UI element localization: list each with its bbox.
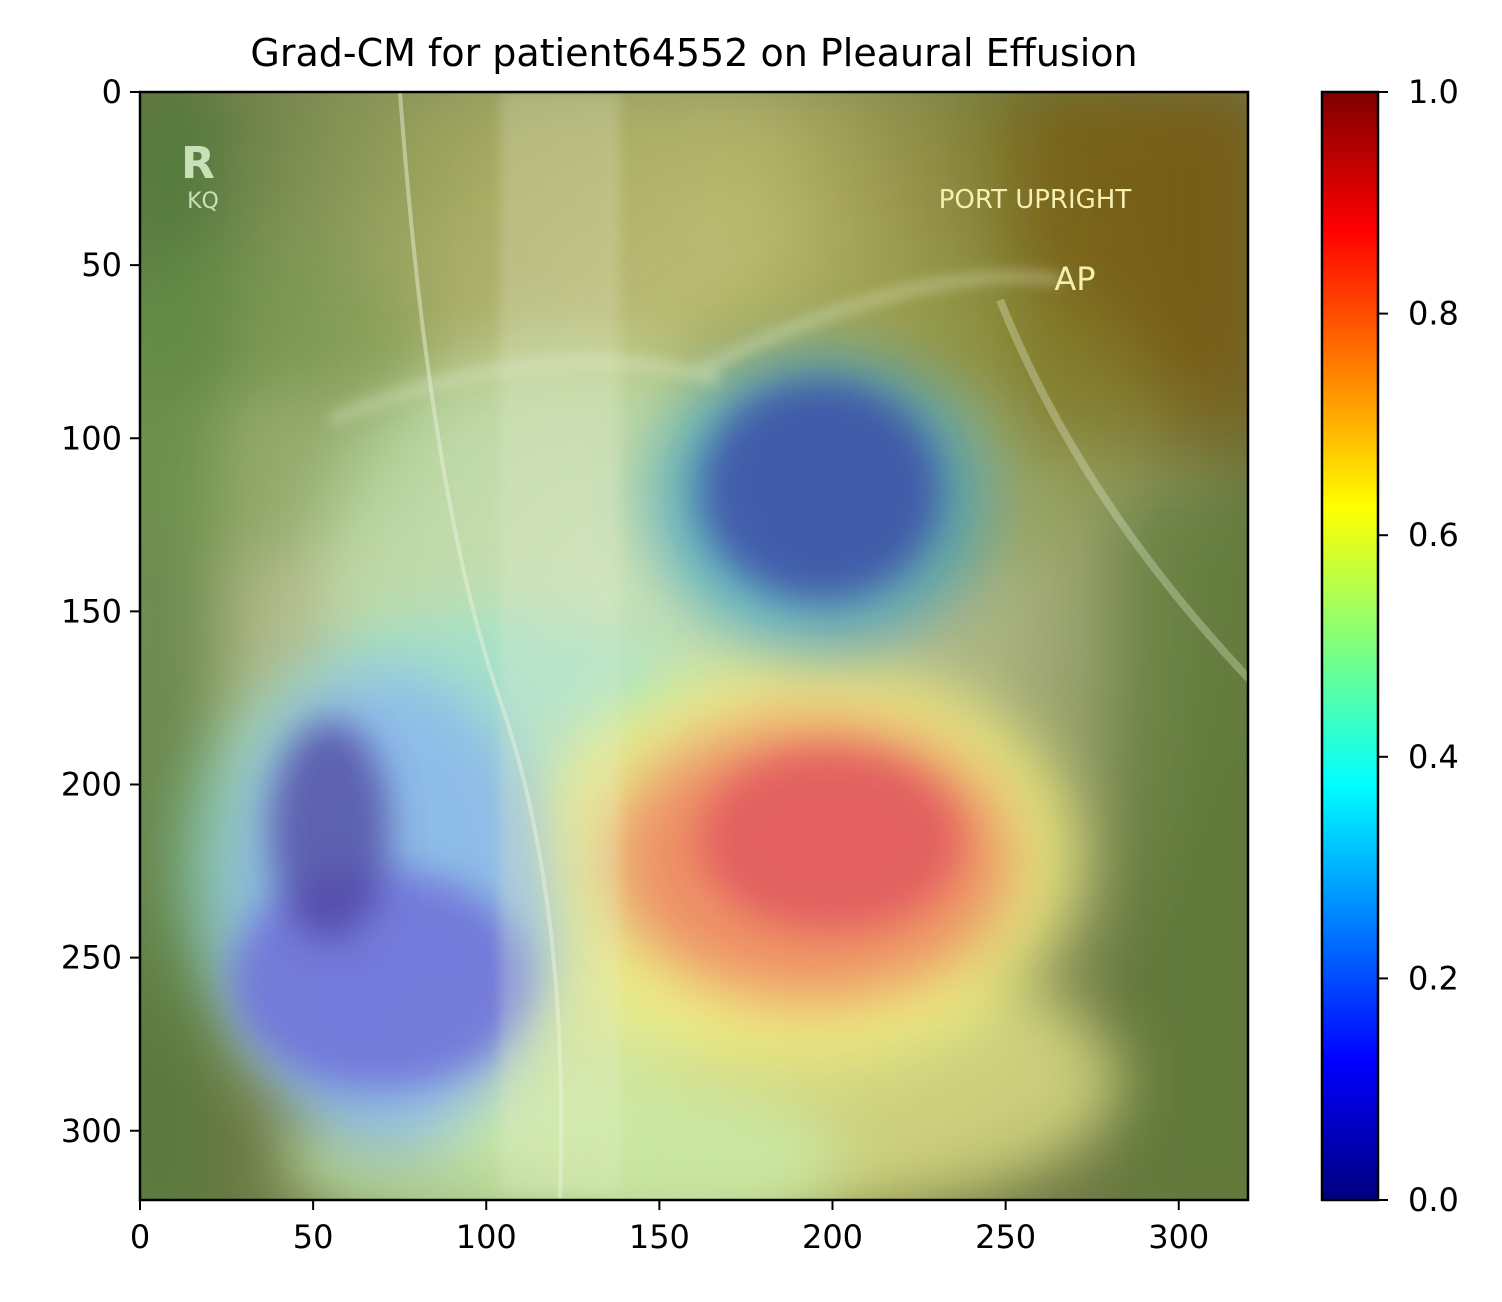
- colorbar-tick-label: 0.0: [1408, 1181, 1459, 1219]
- xray-heatmap-image: R KQ PORT UPRIGHT AP: [140, 92, 1248, 1200]
- y-tick-label: 250: [61, 939, 122, 977]
- chart-title: Grad-CM for patient64552 on Pleaural Eff…: [250, 31, 1137, 75]
- image-axes-frame: [138, 90, 1250, 1202]
- x-tick-label: 50: [293, 1218, 334, 1256]
- y-tick-label: 50: [81, 246, 122, 284]
- x-tick-label: 100: [456, 1218, 517, 1256]
- xray-view-label: AP: [1054, 260, 1095, 298]
- x-tick-label: 250: [975, 1218, 1036, 1256]
- xray-port-label: PORT UPRIGHT: [939, 185, 1132, 215]
- xray-marker-letter: R: [181, 138, 215, 189]
- colorbar-tick-label: 0.4: [1408, 738, 1459, 776]
- xray-marker-sub: KQ: [187, 189, 219, 214]
- colorbar: 0.0 0.2 0.4 0.6 0.8 1.0: [1320, 73, 1459, 1219]
- x-tick-label: 0: [130, 1218, 150, 1256]
- colorbar-gradient: [1320, 90, 1380, 1202]
- y-axis: 0 50 100 150 200 250 300: [61, 73, 140, 1150]
- y-tick-label: 150: [61, 592, 122, 630]
- colorbar-tick-label: 0.6: [1408, 516, 1459, 554]
- x-tick-label: 300: [1148, 1218, 1209, 1256]
- colorbar-tick-label: 1.0: [1408, 73, 1459, 111]
- y-tick-label: 100: [61, 419, 122, 457]
- colorbar-tick-label: 0.8: [1408, 295, 1459, 333]
- colorbar-tick-label: 0.2: [1408, 959, 1459, 997]
- y-tick-label: 300: [61, 1112, 122, 1150]
- x-tick-label: 150: [629, 1218, 690, 1256]
- colorbar-ticks: 0.0 0.2 0.4 0.6 0.8 1.0: [1378, 73, 1459, 1219]
- x-axis: 0 50 100 150 200 250 300: [130, 1200, 1209, 1256]
- x-tick-label: 200: [802, 1218, 863, 1256]
- y-tick-label: 200: [61, 766, 122, 804]
- y-tick-label: 0: [102, 73, 122, 111]
